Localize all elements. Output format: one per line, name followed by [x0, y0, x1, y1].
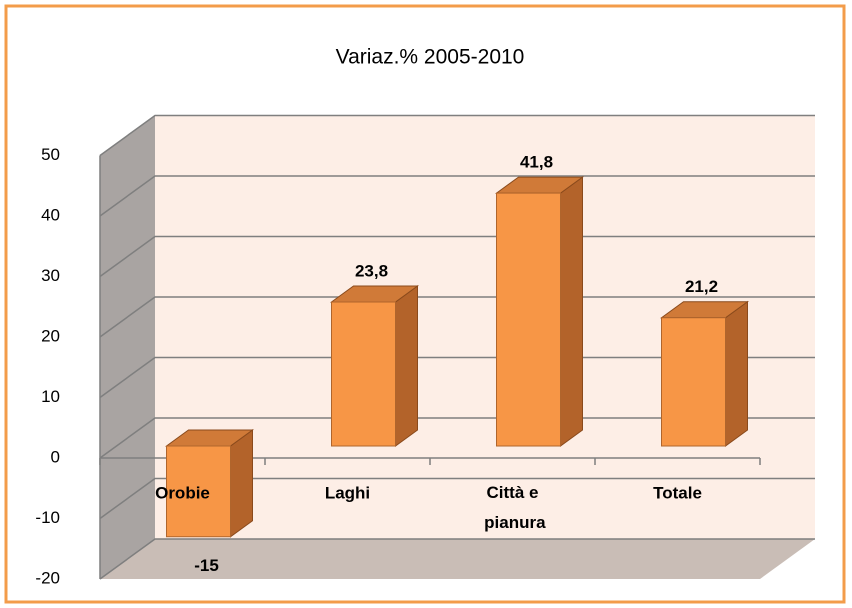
bar [661, 317, 726, 447]
grid-line [99, 175, 815, 217]
chart-title: Variaz.% 2005-2010 [336, 46, 525, 69]
bar [166, 445, 231, 538]
grid-line [99, 538, 815, 580]
y-tick-label: 10 [41, 387, 60, 406]
back-wall [155, 115, 815, 539]
y-tick-label: 30 [41, 266, 60, 285]
bar-side [395, 285, 418, 447]
grid-line [99, 477, 815, 520]
bar [331, 301, 396, 447]
y-tick-label: 40 [41, 205, 60, 224]
grid-line [99, 114, 815, 157]
x-tick-label: Laghi [325, 483, 370, 502]
x-tick-label: Totale [653, 483, 702, 502]
grid-line [99, 356, 815, 399]
value-label: -15 [194, 556, 219, 575]
grid-line [99, 235, 815, 278]
y-tick-label: -10 [35, 508, 60, 527]
y-tick-label: 20 [41, 326, 60, 345]
x-tick-label: Orobie [155, 483, 210, 502]
value-label: 23,8 [355, 261, 388, 280]
value-label: 21,2 [685, 277, 718, 296]
bar-side [560, 176, 583, 447]
value-label: 41,8 [520, 153, 553, 172]
grid-line [99, 417, 815, 459]
bar-side [230, 429, 253, 538]
bar-side [725, 300, 748, 447]
floor [100, 539, 815, 579]
bar [496, 192, 561, 447]
x-tick-label: Città e pianura [479, 483, 546, 532]
side-wall [100, 115, 155, 579]
y-tick-label: 50 [41, 145, 60, 164]
y-tick-label: -20 [35, 568, 60, 587]
y-tick-label: 0 [51, 447, 60, 466]
grid-line [99, 296, 815, 338]
